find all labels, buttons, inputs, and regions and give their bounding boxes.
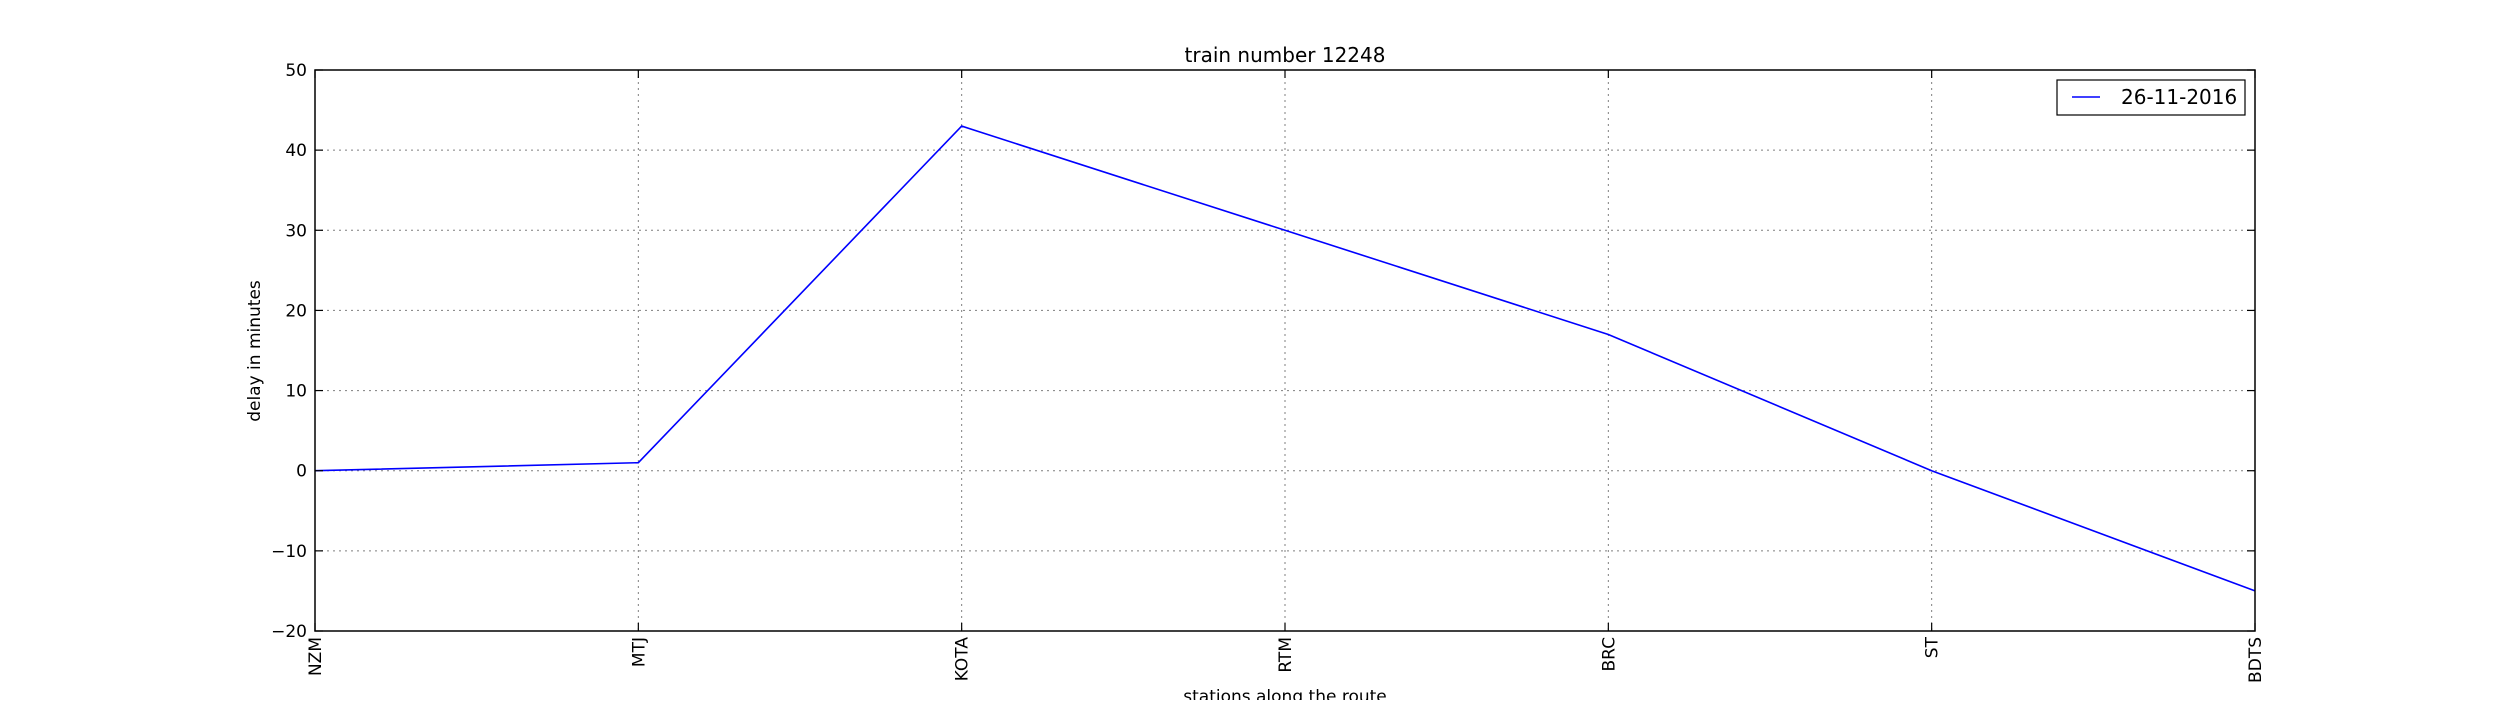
y-tick-label: −10 [271,542,307,562]
y-tick-label: 30 [285,221,307,241]
x-tick-label: BRC [1599,637,1619,672]
data-point [1607,333,1609,335]
legend-label: 26-11-2016 [2121,85,2237,109]
x-tick-label: NZM [306,637,326,676]
data-point [637,462,639,464]
y-tick-label: −20 [271,622,307,642]
tick-layer: NZM MTJ KOTA RTM BRC ST BDTS −20 −10 0 10 20 30 40 50 [271,61,2266,683]
chart-title: train number 12248 [1185,43,1386,67]
x-tick-label: KOTA [953,637,973,682]
legend: 26-11-2016 [2056,79,2246,116]
x-tick-label: BDTS [2246,637,2266,683]
x-axis-label: stations along the route [1183,687,1387,700]
x-tick-label: MTJ [629,637,649,667]
x-tick-label: RTM [1276,637,1296,673]
y-tick-label: 40 [285,141,307,161]
y-tick-label: 0 [296,462,307,482]
data-point [1284,229,1286,231]
grid-layer [315,70,2255,631]
y-axis-label: delay in minutes [245,280,265,422]
x-tick-label: ST [1923,636,1943,658]
y-tick-label: 50 [285,61,307,81]
y-tick-label: 20 [285,301,307,321]
data-point [961,125,963,127]
y-tick-label: 10 [285,382,307,402]
data-point [1931,470,1933,472]
